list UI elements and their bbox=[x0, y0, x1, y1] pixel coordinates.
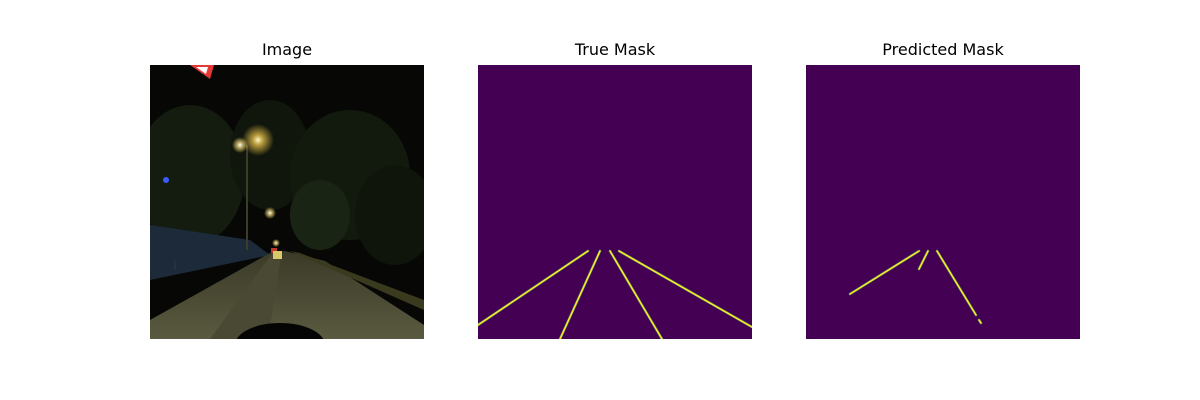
true-mask-lane-4 bbox=[618, 250, 752, 328]
predicted-mask-canvas bbox=[806, 65, 1080, 339]
true-mask-lane-1 bbox=[478, 250, 589, 326]
panel-title-predicted-mask: Predicted Mask bbox=[882, 40, 1004, 59]
predicted-mask-lane-1 bbox=[849, 250, 920, 295]
predicted-mask bbox=[806, 65, 1080, 339]
true-mask-lane-2 bbox=[559, 250, 601, 339]
panel-title-image: Image bbox=[261, 40, 313, 59]
night-road-photo bbox=[150, 65, 424, 339]
predicted-mask-lane-2 bbox=[918, 250, 929, 270]
true-mask bbox=[478, 65, 752, 339]
true-mask-canvas bbox=[478, 65, 752, 339]
predicted-mask-lane-3-fragment bbox=[978, 319, 982, 324]
predicted-mask-lane-3 bbox=[936, 250, 977, 316]
predicted-mask-background bbox=[806, 65, 1080, 339]
panel-title-true-mask: True Mask bbox=[574, 40, 656, 59]
true-mask-lane-3 bbox=[609, 250, 663, 339]
night-road-photo-canvas bbox=[150, 65, 424, 339]
